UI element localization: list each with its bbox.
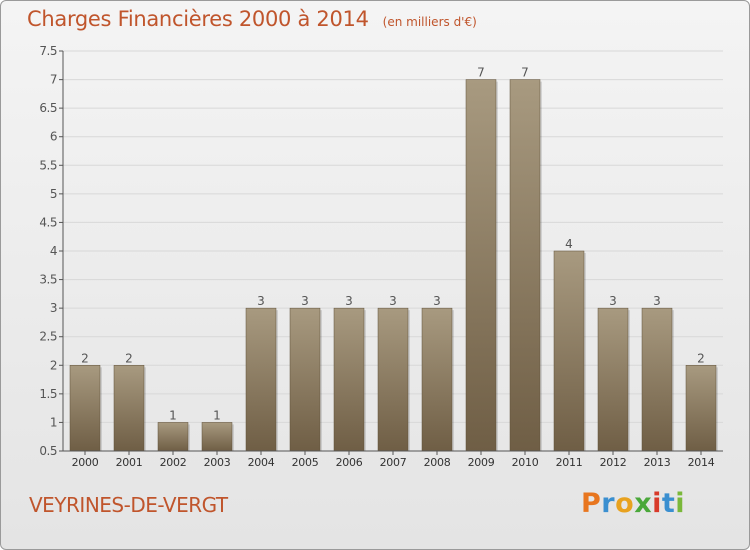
x-tick-label-2007: 2007	[380, 456, 407, 469]
bar-2004	[245, 307, 277, 452]
data-label-2003: 1	[213, 408, 221, 422]
data-label-2008: 3	[433, 294, 441, 308]
x-tick-label-2003: 2003	[204, 456, 231, 469]
data-label-2000: 2	[81, 351, 89, 365]
logo-letter: P	[581, 488, 602, 519]
x-tick-label-2006: 2006	[336, 456, 363, 469]
x-tick-label-2008: 2008	[424, 456, 451, 469]
logo-letter: i	[652, 488, 662, 519]
bar-2001	[113, 365, 145, 452]
y-tick-label: 5.5	[39, 158, 57, 172]
x-tick-label-2004: 2004	[248, 456, 275, 469]
y-tick-label: 1.5	[39, 387, 57, 401]
y-tick-label: 6.5	[39, 101, 57, 115]
y-tick-label: 4.5	[39, 215, 57, 229]
axes	[59, 50, 723, 455]
x-tick-label-2010: 2010	[512, 456, 539, 469]
data-label-2006: 3	[345, 294, 353, 308]
x-tick-label-2005: 2005	[292, 456, 319, 469]
data-label-2010: 7	[521, 66, 529, 80]
data-label-2004: 3	[257, 294, 265, 308]
logo-letter: x	[634, 488, 653, 519]
bar-2000	[69, 365, 101, 452]
data-label-2005: 3	[301, 294, 309, 308]
x-tick-label-2011: 2011	[556, 456, 583, 469]
y-tick-label: 6	[50, 130, 57, 144]
logo-letter: i	[675, 488, 686, 519]
y-tick-label: 7	[50, 73, 57, 87]
data-label-2011: 4	[565, 237, 573, 251]
x-tick-label-2014: 2014	[688, 456, 715, 469]
bar-2008	[421, 307, 453, 452]
bar-2002	[157, 422, 189, 452]
y-tick-label: 5	[50, 187, 57, 201]
x-tick-label-2002: 2002	[160, 456, 187, 469]
y-tick-label: 0.5	[39, 444, 57, 458]
y-tick-label: 7.5	[39, 44, 57, 58]
chart-unit: (en milliers d'€)	[382, 15, 477, 29]
data-label-2007: 3	[389, 294, 397, 308]
bar-2010	[509, 79, 541, 452]
x-tick-label-2000: 2000	[72, 456, 99, 469]
proxiti-logo[interactable]: Proxiti	[581, 488, 685, 519]
y-tick-label: 1	[50, 415, 57, 429]
data-label-2002: 1	[169, 408, 177, 422]
commune-name: VEYRINES-DE-VERGT	[29, 493, 228, 517]
y-tick-label: 3.5	[39, 273, 57, 287]
y-tick-label: 4	[50, 244, 57, 258]
logo-letter: t	[661, 488, 676, 519]
bar-2006	[333, 307, 365, 452]
bar-2003	[201, 422, 233, 452]
y-tick-label: 2.5	[39, 330, 57, 344]
bar-2007	[377, 307, 409, 452]
bar-2005	[289, 307, 321, 452]
data-label-2001: 2	[125, 351, 133, 365]
x-tick-label-2012: 2012	[600, 456, 627, 469]
bars	[69, 79, 718, 452]
title-block: Charges Financières 2000 à 2014 (en milli…	[27, 7, 477, 31]
x-tick-label-2013: 2013	[644, 456, 671, 469]
bar-2014	[685, 365, 717, 452]
bar-2011	[553, 250, 585, 452]
logo-letter: r	[601, 488, 616, 519]
bar-2013	[641, 307, 673, 452]
data-label-2014: 2	[697, 351, 705, 365]
y-tick-label: 3	[50, 301, 57, 315]
x-tick-label-2009: 2009	[468, 456, 495, 469]
y-tick-label: 2	[50, 358, 57, 372]
data-label-2013: 3	[653, 294, 661, 308]
x-tick-label-2001: 2001	[116, 456, 143, 469]
bar-2012	[597, 307, 629, 452]
labels: 0.5 1 1.5 2 2.5 3 3.5 4 4.5 5 5.5 6 6.5 7 7.5 2 2000 2 200…	[39, 44, 715, 469]
bar-2009	[465, 79, 497, 452]
logo-letter: o	[615, 488, 635, 519]
data-label-2009: 7	[477, 66, 485, 80]
chart-title: Charges Financières 2000 à 2014	[27, 7, 369, 31]
data-label-2012: 3	[609, 294, 617, 308]
